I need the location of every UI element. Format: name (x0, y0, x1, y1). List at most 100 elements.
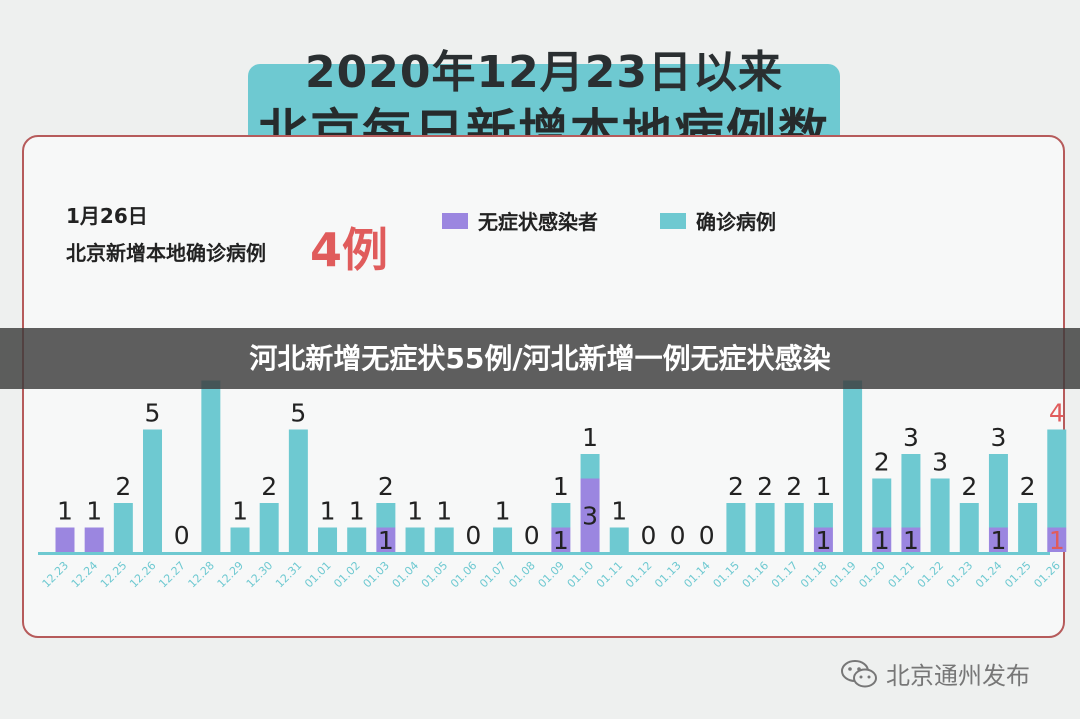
x-tick-label: 12.29 (215, 559, 246, 590)
value-label-01.23: 2 (961, 472, 977, 501)
x-tick-label: 12.23 (40, 559, 71, 590)
x-tick-label: 12.28 (186, 559, 217, 590)
bar-confirmed-01.19 (843, 380, 863, 552)
bar-confirmed-01.03 (376, 503, 396, 528)
bar-confirmed-12.31 (288, 429, 308, 552)
bar-confirmed-12.30 (259, 503, 279, 552)
watermark: 北京通州发布 (840, 656, 1030, 691)
value-label-12.23: 1 (57, 497, 73, 526)
x-tick-label: 01.12 (623, 559, 654, 590)
bar-confirmed-01.17 (784, 503, 804, 552)
x-tick-label: 01.22 (915, 559, 946, 590)
value-label-01.25: 2 (1020, 472, 1036, 501)
x-tick-label: 01.16 (740, 559, 771, 590)
bar-asymptomatic-01.10 (580, 478, 600, 552)
value-label-01.17: 2 (786, 472, 802, 501)
x-tick-label: 01.03 (361, 559, 392, 590)
bar-confirmed-01.20 (872, 478, 892, 528)
value-label-12.30: 2 (261, 472, 277, 501)
value-label-01.21: 3 (903, 423, 919, 452)
x-tick-label: 01.02 (331, 559, 362, 590)
bar-confirmed-01.10 (580, 454, 600, 479)
value-label-12.24: 1 (86, 497, 102, 526)
wechat-icon (841, 659, 877, 687)
bar-asymptomatic-01.20 (872, 527, 892, 552)
legend-swatch-confirmed (660, 212, 686, 229)
inner-label-01.03: 1 (378, 526, 394, 555)
value-label-01.20: 2 (874, 448, 890, 477)
bar-confirmed-01.22 (930, 478, 950, 552)
x-tick-label: 01.08 (506, 559, 537, 590)
bar-confirmed-01.01 (318, 527, 338, 552)
value-label-01.09: 1 (553, 472, 569, 501)
legend-label-asymptomatic: 无症状感染者 (478, 210, 598, 234)
watermark-text: 北京通州发布 (886, 662, 1030, 690)
x-tick-label: 12.31 (273, 559, 304, 590)
value-label-01.02: 1 (349, 497, 365, 526)
bar-confirmed-12.29 (230, 527, 250, 552)
inner-label-01.21: 1 (903, 526, 919, 555)
value-label-01.18: 1 (815, 472, 831, 501)
bar-confirmed-01.24 (988, 454, 1008, 528)
x-tick-label: 01.14 (681, 559, 712, 590)
value-label-12.25: 2 (115, 472, 131, 501)
bar-confirmed-12.25 (113, 503, 133, 552)
x-tick-label: 01.05 (419, 559, 450, 590)
value-label-01.04: 1 (407, 497, 423, 526)
x-tick-label: 01.17 (769, 559, 800, 590)
value-label-01.16: 2 (757, 472, 773, 501)
value-label-01.08: 0 (524, 521, 540, 550)
x-tick-label: 01.09 (536, 559, 567, 590)
summary-description: 北京新增本地确诊病例 (66, 241, 266, 265)
bar-asymptomatic-01.03 (376, 527, 396, 552)
bar-asymptomatic-01.26 (1047, 527, 1067, 552)
bar-confirmed-01.04 (405, 527, 425, 552)
value-label-01.15: 2 (728, 472, 744, 501)
headline-text: 河北新增无症状55例/河北新增一例无症状感染 (249, 342, 831, 375)
x-tick-label: 01.20 (856, 559, 887, 590)
bar-asymptomatic-01.09 (551, 527, 571, 552)
legend-label-confirmed: 确诊病例 (696, 210, 776, 234)
x-tick-label: 01.18 (798, 559, 829, 590)
x-tick-label: 01.13 (652, 559, 683, 590)
x-tick-label: 12.30 (244, 559, 275, 590)
bar-confirmed-01.23 (959, 503, 979, 552)
bar-confirmed-01.07 (493, 527, 513, 552)
bar-asymptomatic-01.24 (988, 527, 1008, 552)
value-label-01.22: 3 (932, 448, 948, 477)
x-tick-label: 01.01 (302, 559, 333, 590)
value-label-01.26: 4 (1049, 399, 1065, 428)
bar-asymptomatic-01.18 (813, 527, 833, 552)
x-tick-label: 01.10 (565, 559, 596, 590)
value-label-01.07: 1 (495, 497, 511, 526)
legend-asymptomatic: 无症状感染者 (442, 206, 598, 235)
value-label-01.06: 0 (465, 521, 481, 550)
x-tick-label: 01.04 (390, 559, 421, 590)
x-tick-label: 12.26 (127, 559, 158, 590)
value-label-01.13: 0 (670, 521, 686, 550)
value-label-01.11: 1 (611, 497, 627, 526)
bar-asymptomatic-12.23 (55, 527, 75, 552)
bar-confirmed-01.21 (901, 454, 921, 528)
inner-label-01.18: 1 (815, 526, 831, 555)
x-tick-label: 12.25 (98, 559, 129, 590)
bar-confirmed-01.15 (726, 503, 746, 552)
value-label-01.14: 0 (699, 521, 715, 550)
value-label-01.03: 2 (378, 472, 394, 501)
value-label-01.10: 1 (582, 423, 598, 452)
x-tick-label: 01.23 (944, 559, 975, 590)
inner-label-01.26: 1 (1049, 526, 1065, 555)
summary-count: 4例 (310, 223, 389, 277)
bar-confirmed-01.18 (813, 503, 833, 528)
inner-label-01.09: 1 (553, 526, 569, 555)
value-label-01.12: 0 (640, 521, 656, 550)
bar-asymptomatic-12.24 (84, 527, 104, 552)
bar-confirmed-12.28 (201, 380, 221, 552)
x-tick-label: 01.26 (1031, 559, 1062, 590)
x-tick-label: 01.06 (448, 559, 479, 590)
value-label-01.24: 3 (990, 423, 1006, 452)
inner-label-01.10: 3 (582, 501, 598, 530)
bar-confirmed-01.05 (434, 527, 454, 552)
bar-confirmed-01.16 (755, 503, 775, 552)
